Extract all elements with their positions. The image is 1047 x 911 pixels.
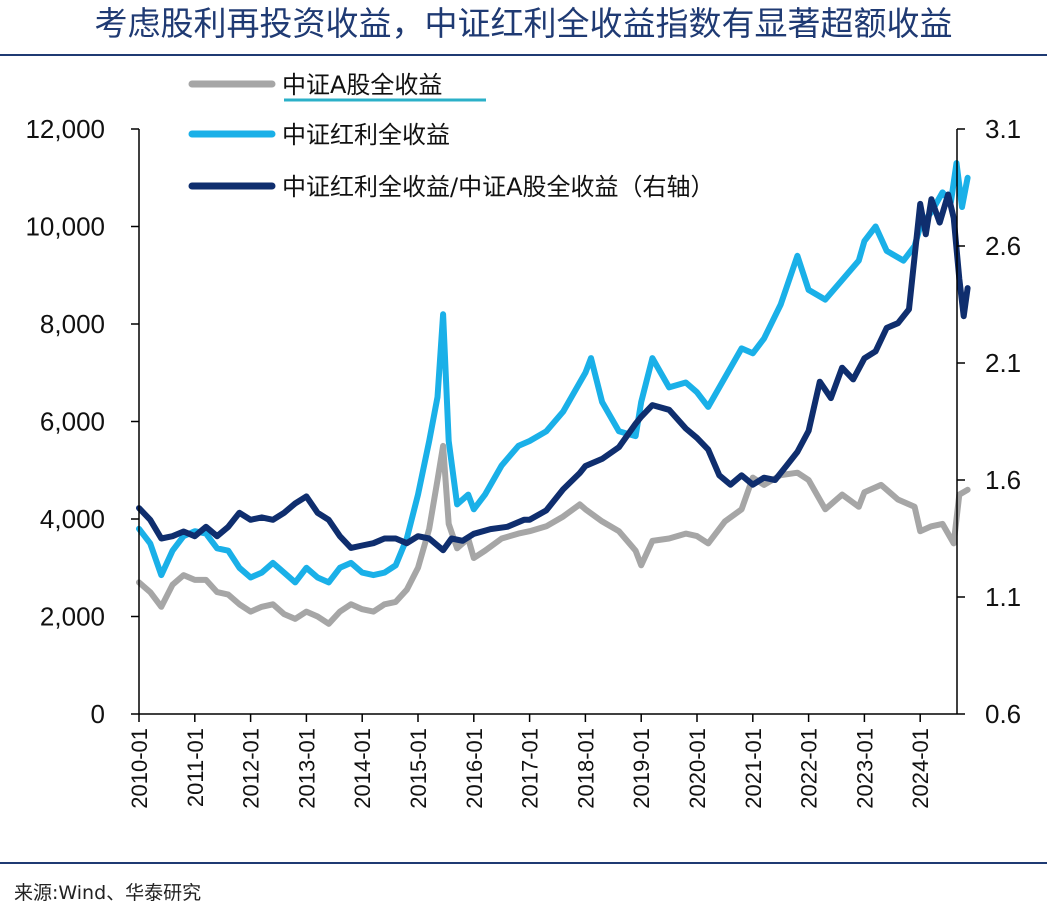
source-note: 来源:Wind、华泰研究	[14, 882, 202, 904]
x-tick-label: 2010-01	[127, 728, 152, 809]
right-tick-label: 2.1	[985, 348, 1021, 378]
series-line-2	[136, 191, 971, 554]
x-tick-label: 2021-01	[741, 728, 766, 809]
left-tick-label: 0	[91, 699, 105, 729]
x-tick-label: 2014-01	[350, 728, 375, 809]
x-tick-label: 2018-01	[573, 728, 598, 809]
x-tick-label: 2013-01	[294, 728, 319, 809]
right-tick-label: 2.6	[985, 231, 1021, 261]
x-tick-label: 2022-01	[797, 728, 822, 809]
x-tick-label: 2023-01	[852, 728, 877, 809]
legend-label-2: 中证红利全收益/中证A股全收益（右轴）	[282, 173, 715, 201]
title-underline	[0, 54, 1047, 56]
x-tick-label: 2019-01	[629, 728, 654, 809]
x-tick-label: 2012-01	[239, 728, 264, 809]
left-tick-label: 10,000	[25, 212, 105, 242]
right-tick-label: 0.6	[985, 699, 1021, 729]
series-line-0	[136, 442, 971, 627]
x-tick-label: 2024-01	[908, 728, 933, 809]
left-tick-label: 8,000	[40, 309, 105, 339]
series-line-1	[136, 160, 971, 586]
x-tick-label: 2015-01	[406, 728, 431, 809]
x-tick-label: 2020-01	[685, 728, 710, 809]
right-tick-label: 3.1	[985, 114, 1021, 144]
left-tick-label: 6,000	[40, 407, 105, 437]
series-layer	[136, 160, 971, 627]
left-tick-label: 12,000	[25, 114, 105, 144]
footer-rule	[0, 862, 1047, 864]
left-tick-label: 4,000	[40, 504, 105, 534]
right-tick-label: 1.1	[985, 582, 1021, 612]
x-tick-label: 2011-01	[183, 728, 208, 807]
right-tick-label: 1.6	[985, 465, 1021, 495]
x-tick-label: 2017-01	[518, 728, 543, 809]
left-tick-label: 2,000	[40, 602, 105, 632]
legend-label-1: 中证红利全收益	[282, 121, 450, 149]
legend-label-0: 中证A股全收益	[282, 71, 442, 99]
page-title: 考虑股利再投资收益，中证红利全收益指数有显著超额收益	[94, 4, 953, 43]
axes-layer: 0 2,000 4,000 6,000 8,000 10,000 12,000 0.6 1.1 1…	[25, 114, 1021, 809]
x-tick-label: 2016-01	[462, 728, 487, 809]
